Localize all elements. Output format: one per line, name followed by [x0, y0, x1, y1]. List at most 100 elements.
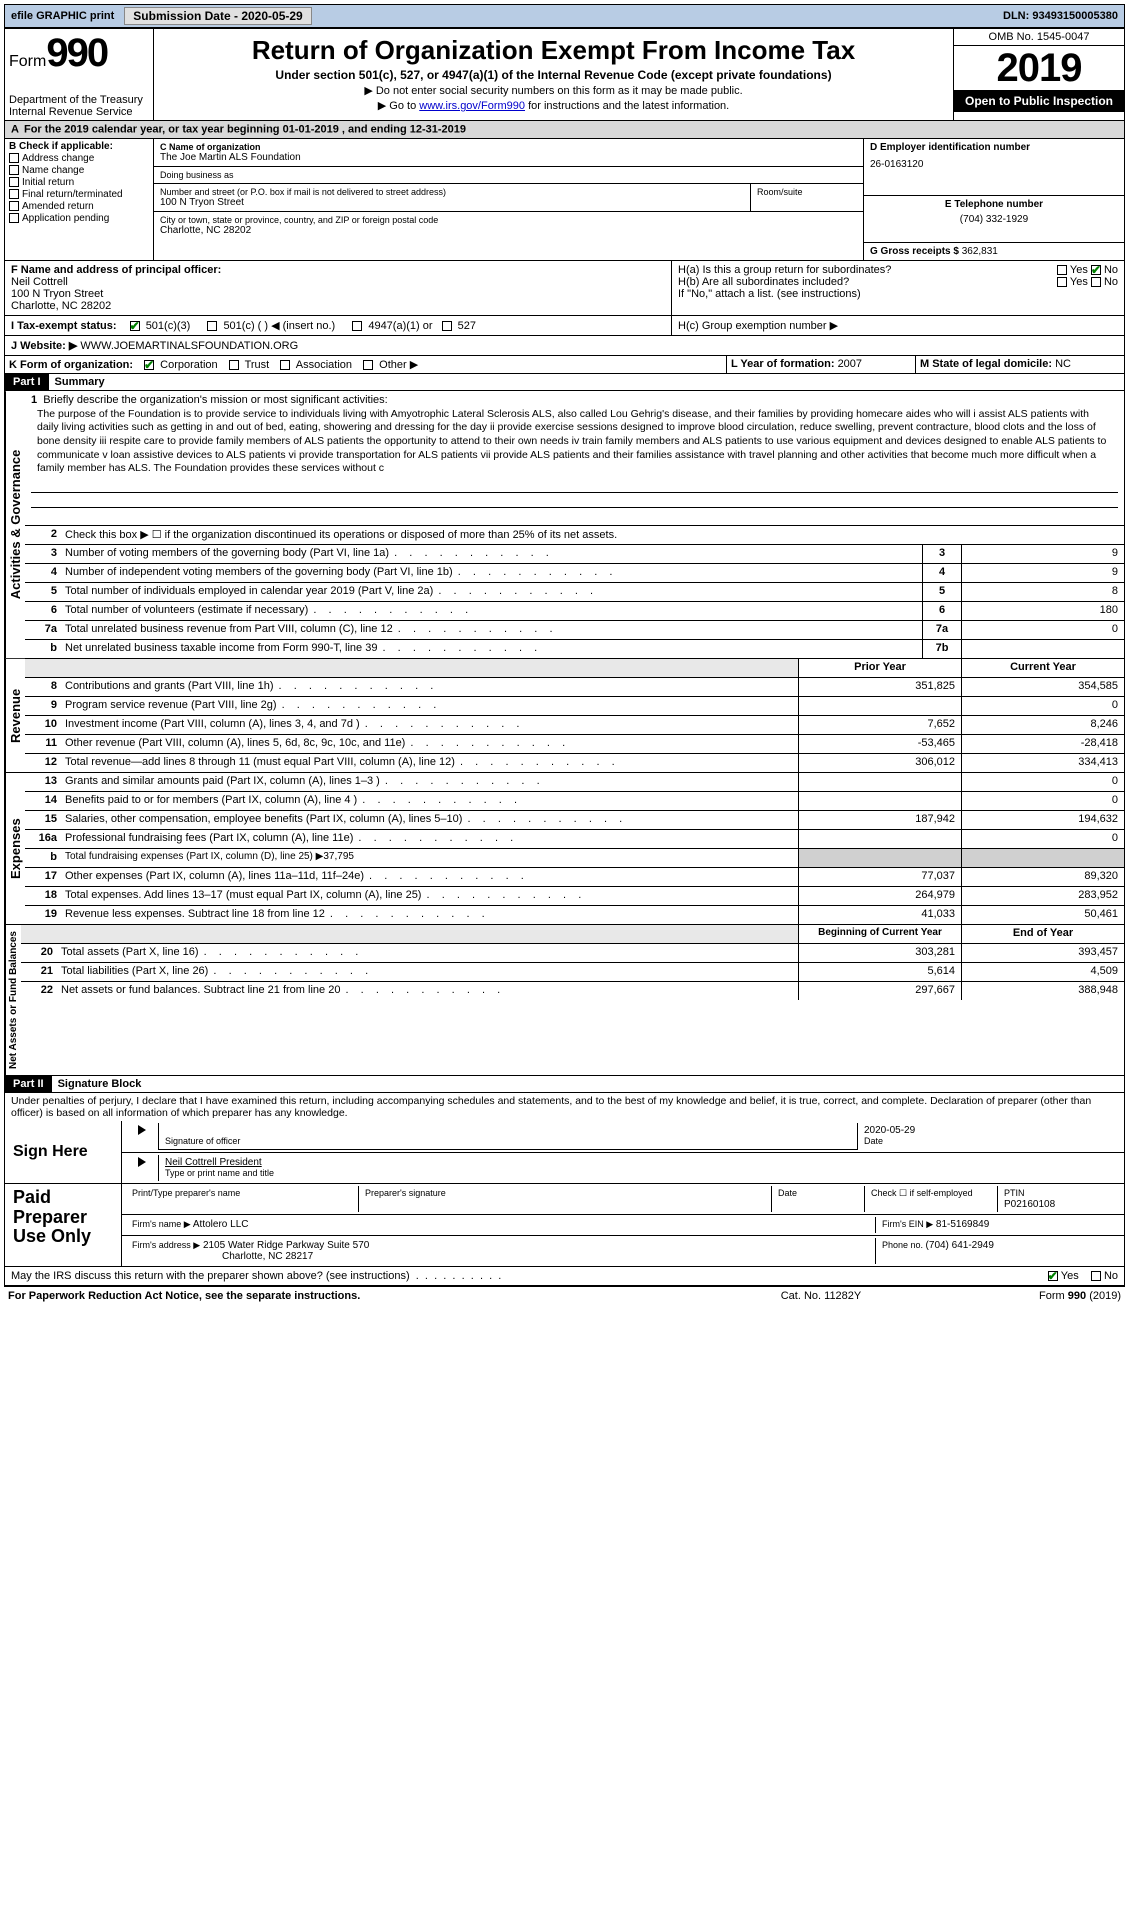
form-subtitle: Under section 501(c), 527, or 4947(a)(1)…: [158, 68, 949, 82]
irs-link[interactable]: www.irs.gov/Form990: [419, 100, 525, 112]
check-trust[interactable]: [229, 360, 239, 370]
check-final-return[interactable]: [9, 189, 19, 199]
gov-line: bNet unrelated business taxable income f…: [25, 640, 1124, 658]
check-name-change[interactable]: [9, 165, 19, 175]
form-id-block: Form990 Department of the Treasury Inter…: [5, 29, 154, 120]
data-line: 12Total revenue—add lines 8 through 11 (…: [25, 754, 1124, 772]
check-501c3[interactable]: [130, 321, 140, 331]
check-initial-return[interactable]: [9, 177, 19, 187]
check-4947[interactable]: [352, 321, 362, 331]
pointer-icon: [138, 1157, 146, 1167]
hb-no[interactable]: [1091, 277, 1101, 287]
org-name: The Joe Martin ALS Foundation: [160, 152, 857, 163]
room-suite-label: Room/suite: [757, 187, 857, 197]
check-corp[interactable]: [144, 360, 154, 370]
discuss-no[interactable]: [1091, 1271, 1101, 1281]
efile-topbar: efile GRAPHIC print Submission Date - 20…: [4, 4, 1125, 28]
data-line: 19Revenue less expenses. Subtract line 1…: [25, 906, 1124, 924]
instruction-link: ▶ Go to www.irs.gov/Form990 for instruct…: [158, 99, 949, 112]
box-c: C Name of organization The Joe Martin AL…: [154, 139, 864, 260]
data-line: 11Other revenue (Part VIII, column (A), …: [25, 735, 1124, 754]
paid-preparer-label: Paid Preparer Use Only: [5, 1184, 122, 1266]
gov-line: 7aTotal unrelated business revenue from …: [25, 621, 1124, 640]
check-527[interactable]: [442, 321, 452, 331]
discuss-yes[interactable]: [1048, 1271, 1058, 1281]
ein: 26-0163120: [870, 159, 1118, 170]
dept-label: Department of the Treasury: [9, 94, 149, 106]
ha-yes[interactable]: [1057, 265, 1067, 275]
box-h: H(a) Is this a group return for subordin…: [672, 261, 1124, 315]
form-title: Return of Organization Exempt From Incom…: [158, 35, 949, 66]
mission-text: The purpose of the Foundation is to prov…: [31, 406, 1118, 478]
data-line: 13Grants and similar amounts paid (Part …: [25, 773, 1124, 792]
officer-typed-name: Neil Cottrell President: [165, 1157, 262, 1168]
box-i: I Tax-exempt status: 501(c)(3) 501(c) ( …: [5, 316, 672, 335]
box-hc: H(c) Group exemption number ▶: [672, 316, 1124, 335]
catalog-number: Cat. No. 11282Y: [721, 1290, 921, 1302]
data-line: bTotal fundraising expenses (Part IX, co…: [25, 849, 1124, 868]
instruction-ssn: ▶ Do not enter social security numbers o…: [158, 84, 949, 97]
data-line: 15Salaries, other compensation, employee…: [25, 811, 1124, 830]
box-j: J Website: ▶ WWW.JOEMARTINALSFOUNDATION.…: [5, 336, 1124, 355]
vert-revenue: Revenue: [5, 659, 25, 772]
sig-date-value: 2020-05-29: [864, 1125, 915, 1136]
data-line: 20Total assets (Part X, line 16)303,2813…: [21, 944, 1124, 963]
tax-year: 2019: [954, 46, 1124, 90]
ha-no[interactable]: [1091, 265, 1101, 275]
box-f: F Name and address of principal officer:…: [5, 261, 672, 315]
website-url: WWW.JOEMARTINALSFOUNDATION.ORG: [80, 340, 298, 352]
state-domicile: NC: [1055, 358, 1071, 370]
gross-receipts: 362,831: [962, 246, 998, 257]
check-address-change[interactable]: [9, 153, 19, 163]
prior-year-header: Prior Year: [798, 659, 961, 677]
check-application[interactable]: [9, 213, 19, 223]
street-address: 100 N Tryon Street: [160, 197, 744, 208]
form-header: Form990 Department of the Treasury Inter…: [4, 28, 1125, 121]
open-to-public: Open to Public Inspection: [954, 90, 1124, 112]
firm-name: Attolero LLC: [193, 1219, 249, 1230]
check-amended[interactable]: [9, 201, 19, 211]
data-line: 21Total liabilities (Part X, line 26)5,6…: [21, 963, 1124, 982]
data-line: 22Net assets or fund balances. Subtract …: [21, 982, 1124, 1000]
vert-activities: Activities & Governance: [5, 391, 25, 658]
omb-number: OMB No. 1545-0047: [954, 29, 1124, 46]
tax-period: A For the 2019 calendar year, or tax yea…: [4, 121, 1125, 139]
box-k-l-m: K Form of organization: Corporation Trus…: [4, 356, 1125, 374]
box-b: B Check if applicable: Address change Na…: [5, 139, 154, 260]
vert-expenses: Expenses: [5, 773, 25, 924]
city-state-zip: Charlotte, NC 28202: [160, 225, 857, 236]
submission-date-btn[interactable]: Submission Date - 2020-05-29: [124, 7, 311, 25]
end-year-header: End of Year: [961, 925, 1124, 943]
data-line: 16aProfessional fundraising fees (Part I…: [25, 830, 1124, 849]
begin-year-header: Beginning of Current Year: [798, 925, 961, 943]
pointer-icon: [138, 1125, 146, 1135]
efile-label: efile GRAPHIC print: [5, 10, 120, 22]
check-assoc[interactable]: [280, 360, 290, 370]
page-footer: For Paperwork Reduction Act Notice, see …: [4, 1286, 1125, 1305]
vert-netassets: Net Assets or Fund Balances: [5, 925, 21, 1075]
part2-header: Part II Signature Block: [4, 1076, 1125, 1093]
irs-label: Internal Revenue Service: [9, 106, 149, 118]
box-d-e-g: D Employer identification number 26-0163…: [864, 139, 1124, 260]
firm-addr2: Charlotte, NC 28217: [222, 1251, 313, 1262]
preparer-phone: (704) 641-2949: [926, 1240, 994, 1251]
gov-line: 6Total number of volunteers (estimate if…: [25, 602, 1124, 621]
officer-name: Neil Cottrell: [11, 276, 665, 288]
info-section: B Check if applicable: Address change Na…: [4, 139, 1125, 261]
hb-yes[interactable]: [1057, 277, 1067, 287]
dln-field: DLN: 93493150005380: [997, 10, 1124, 22]
data-line: 10Investment income (Part VIII, column (…: [25, 716, 1124, 735]
part1-header: Part I Summary: [4, 374, 1125, 391]
data-line: 17Other expenses (Part IX, column (A), l…: [25, 868, 1124, 887]
gov-line: 5Total number of individuals employed in…: [25, 583, 1124, 602]
perjury-declaration: Under penalties of perjury, I declare th…: [4, 1093, 1125, 1121]
data-line: 14Benefits paid to or for members (Part …: [25, 792, 1124, 811]
sign-here-label: Sign Here: [5, 1121, 122, 1183]
check-other[interactable]: [363, 360, 373, 370]
check-501c[interactable]: [207, 321, 217, 331]
current-year-header: Current Year: [961, 659, 1124, 677]
gov-line: 4Number of independent voting members of…: [25, 564, 1124, 583]
data-line: 8Contributions and grants (Part VIII, li…: [25, 678, 1124, 697]
year-formation: 2007: [838, 358, 862, 370]
firm-ein: 81-5169849: [936, 1219, 989, 1230]
